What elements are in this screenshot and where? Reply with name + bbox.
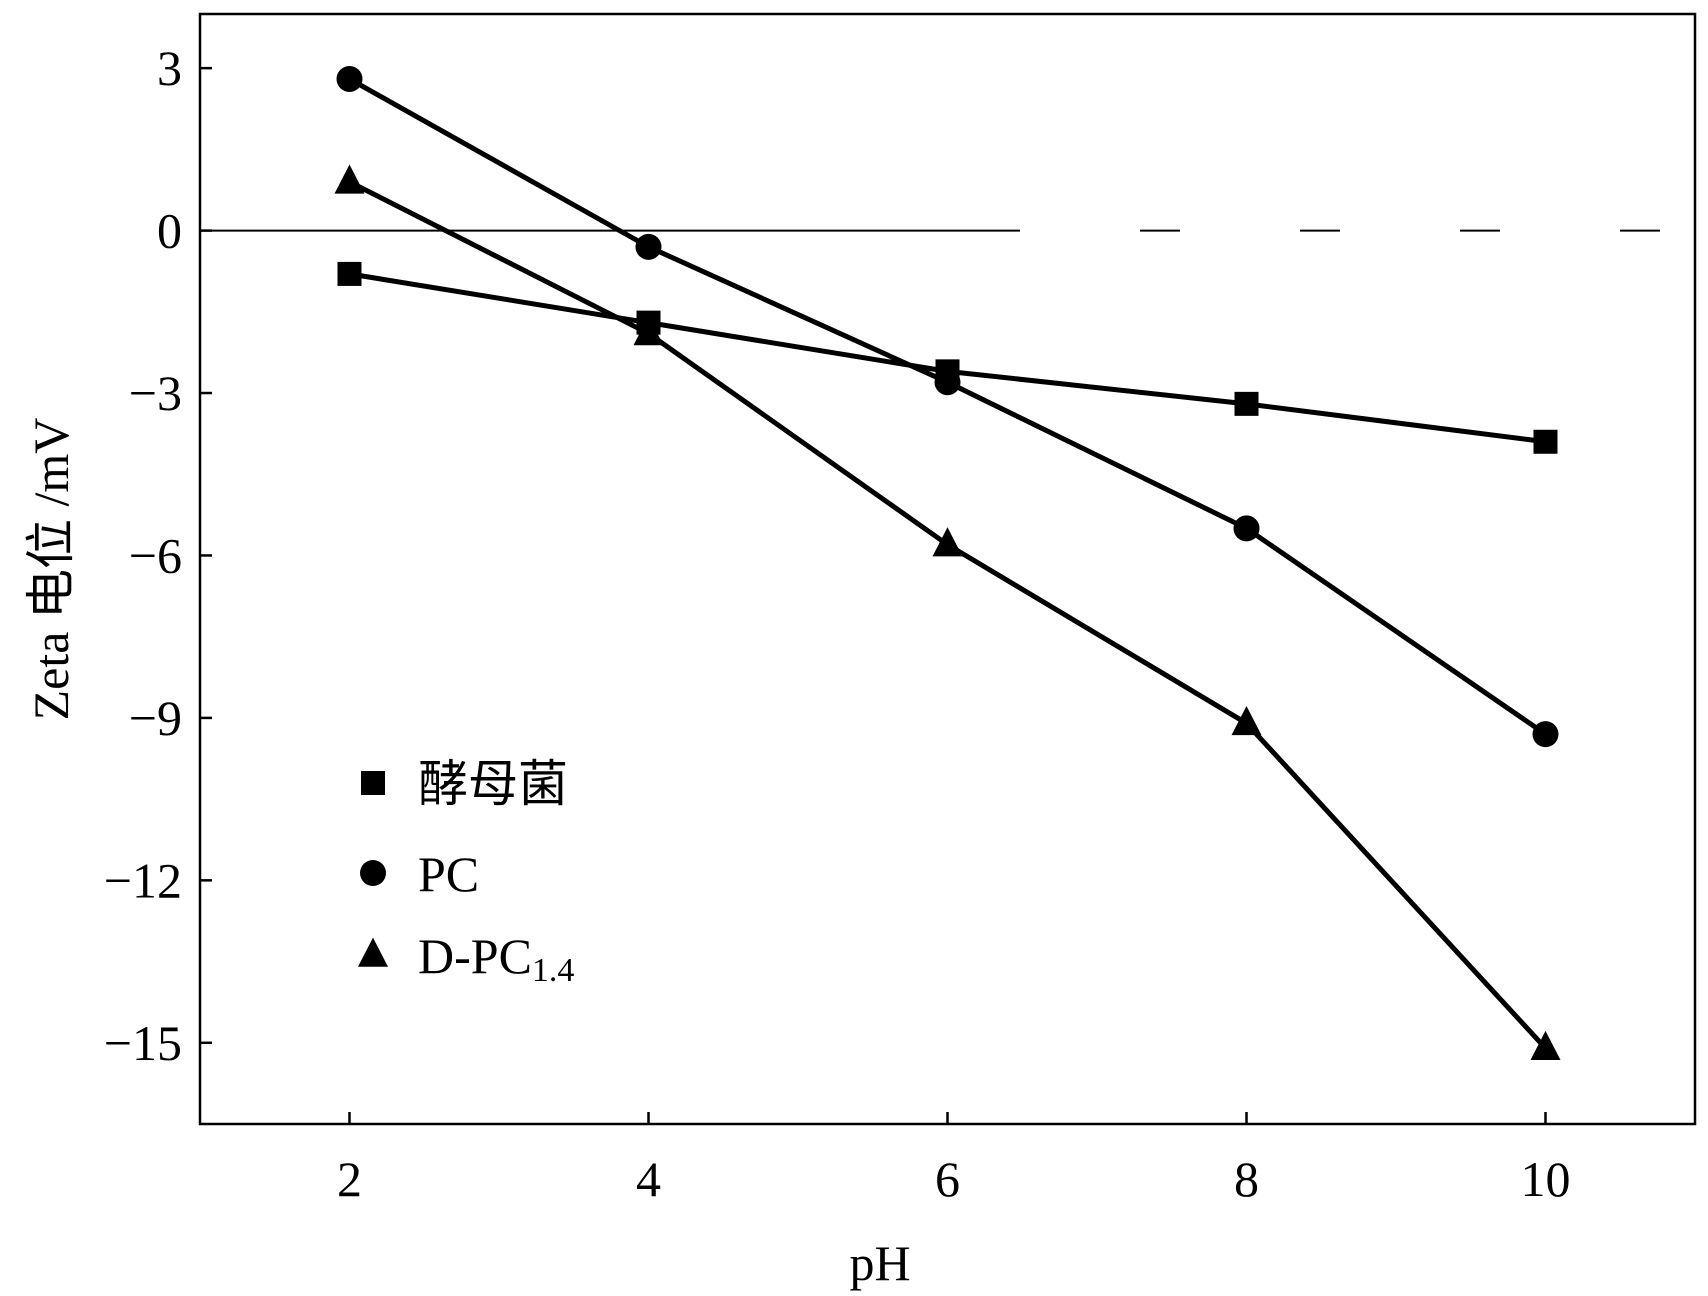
legend-label: 酵母菌	[418, 756, 568, 812]
y-tick-label: −15	[104, 1015, 182, 1071]
x-tick-label: 2	[337, 1151, 362, 1207]
data-point	[1533, 429, 1558, 454]
x-tick-label: 8	[1234, 1151, 1259, 1207]
legend-label: PC	[418, 846, 479, 902]
data-point	[1532, 721, 1559, 748]
legend-marker	[358, 937, 388, 967]
series-layer	[334, 65, 1561, 1060]
x-tick-label: 10	[1521, 1151, 1571, 1207]
data-point	[932, 527, 963, 557]
data-point	[337, 261, 362, 286]
series-line	[349, 271, 1546, 445]
x-tick-label: 4	[636, 1151, 661, 1207]
axis-ticks: 2 4 6 8 10 3 0 −3 −6 −9 −12 −15	[104, 40, 1571, 1207]
series-circle	[336, 65, 1559, 748]
y-tick-label: 3	[157, 40, 182, 96]
series-square	[337, 261, 1558, 454]
data-point	[1530, 1030, 1561, 1060]
y-tick-label: 0	[157, 203, 182, 259]
data-point	[633, 316, 664, 346]
y-axis-title: Zeta 电位 /mV	[23, 418, 79, 721]
data-point	[1231, 705, 1262, 736]
data-point	[1234, 391, 1259, 416]
y-tick-label: −3	[129, 365, 182, 421]
series-triangle	[334, 164, 1561, 1060]
legend-marker	[360, 860, 386, 886]
series-line	[348, 179, 1548, 1050]
series-line	[348, 76, 1547, 737]
x-tick-label: 6	[935, 1151, 960, 1207]
legend-marker	[361, 771, 385, 795]
data-point	[336, 65, 363, 92]
legend: 酵母菌 PC D-PC1.4	[358, 756, 574, 989]
x-axis-title: pH	[849, 1235, 910, 1291]
legend-label: D-PC1.4	[418, 928, 574, 989]
data-point	[635, 233, 662, 260]
legend-subscript: 1.4	[532, 952, 575, 989]
y-tick-label: −12	[104, 852, 182, 908]
data-point	[334, 164, 365, 194]
y-tick-label: −6	[129, 527, 182, 583]
data-point	[934, 369, 961, 396]
data-point	[1233, 515, 1260, 542]
y-tick-label: −9	[129, 690, 182, 746]
